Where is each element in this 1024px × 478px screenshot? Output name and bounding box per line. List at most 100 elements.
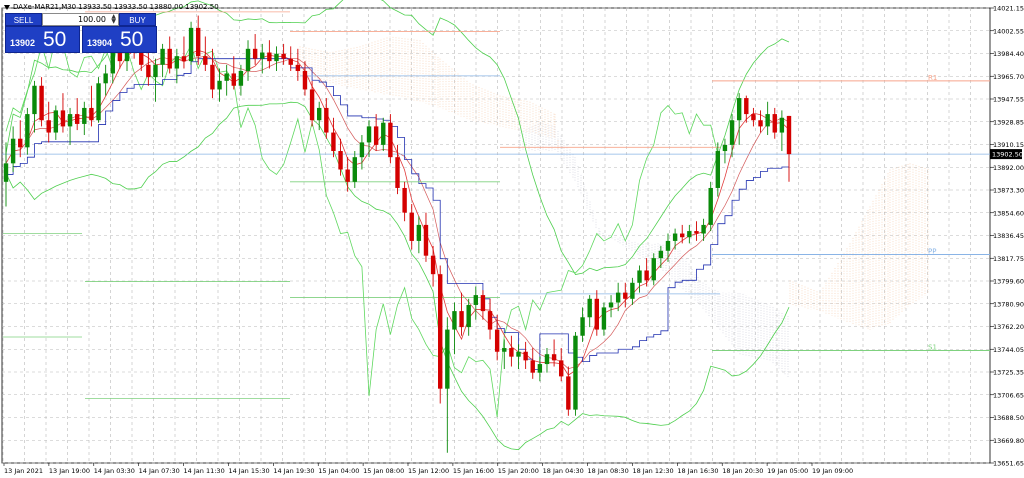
candle xyxy=(452,302,457,355)
y-tick-label: 13669.80 xyxy=(993,437,1024,445)
volume-stepper-icon[interactable]: ▲ ▼ xyxy=(111,13,116,25)
candle-body xyxy=(559,360,564,377)
candle xyxy=(551,339,557,367)
candle xyxy=(480,290,486,320)
candle-body xyxy=(658,250,664,259)
candle xyxy=(352,151,357,188)
candle-body xyxy=(644,270,649,281)
buy-button[interactable]: BUY xyxy=(119,13,156,26)
kijun-line xyxy=(6,58,789,370)
candle-body xyxy=(722,144,728,152)
candle-body xyxy=(786,115,792,155)
candle-body xyxy=(281,53,286,59)
y-tick-label: 13651.65 xyxy=(993,460,1024,468)
candle-body xyxy=(623,292,628,299)
candle-body xyxy=(39,85,44,121)
candle xyxy=(67,107,73,145)
candle xyxy=(786,115,792,182)
candle-body xyxy=(110,52,115,74)
candle-body xyxy=(224,73,229,81)
ask-price-button[interactable]: 13904 50 xyxy=(82,26,157,53)
candle-body xyxy=(466,304,471,328)
sell-button[interactable]: SELL xyxy=(5,13,42,26)
candle-body xyxy=(751,114,756,121)
candle xyxy=(736,93,742,145)
candle xyxy=(544,348,550,373)
candle-body xyxy=(438,274,443,389)
candle xyxy=(210,48,215,99)
candle xyxy=(153,58,158,102)
x-tick-label: 15 Jan 04:00 xyxy=(318,467,359,475)
volume-input[interactable]: 100.00 ▲ ▼ xyxy=(42,13,119,26)
candle xyxy=(217,68,222,102)
dropdown-arrow-icon[interactable] xyxy=(4,4,10,10)
y-tick-label: 13762.20 xyxy=(993,323,1024,331)
candle xyxy=(765,101,770,136)
y-tick-label: 14002.55 xyxy=(993,27,1024,35)
y-tick-label: 13706.65 xyxy=(993,391,1024,399)
candle-body xyxy=(117,52,123,62)
candle-body xyxy=(103,73,108,84)
candle-body xyxy=(744,98,749,115)
candle xyxy=(587,295,592,328)
candle xyxy=(751,107,756,127)
candle xyxy=(772,107,777,139)
candle xyxy=(523,341,528,369)
candle xyxy=(181,36,187,69)
current-price-tag xyxy=(990,149,1022,160)
candle xyxy=(530,348,535,379)
candle-body xyxy=(509,348,514,357)
candle-body xyxy=(452,311,457,330)
candle xyxy=(252,34,258,65)
candle xyxy=(373,114,379,152)
candle xyxy=(345,157,350,192)
candle-body xyxy=(416,224,422,241)
candle-body xyxy=(352,157,357,182)
y-tick-label: 13892.00 xyxy=(993,164,1024,172)
candle xyxy=(566,366,571,416)
candle-body xyxy=(345,169,350,182)
bid-price-button[interactable]: 13902 50 xyxy=(5,26,80,53)
candle-body xyxy=(195,27,201,57)
candle-body xyxy=(494,329,500,352)
candle xyxy=(651,253,656,286)
candle xyxy=(96,77,101,123)
x-tick-label: 13 Jan 2021 xyxy=(4,467,43,475)
candle-body xyxy=(373,126,379,145)
candle xyxy=(608,295,614,318)
candle xyxy=(395,144,400,195)
candle-body xyxy=(637,270,642,283)
candle xyxy=(744,95,749,123)
candle xyxy=(188,21,194,65)
x-tick-label: 18 Jan 04:30 xyxy=(543,467,584,475)
y-tick-label: 13873.30 xyxy=(993,187,1024,195)
y-tick-label: 13965.70 xyxy=(993,73,1024,81)
candle xyxy=(459,292,464,336)
candle xyxy=(231,56,236,90)
candle xyxy=(174,48,180,84)
candle-body xyxy=(566,376,571,410)
candle-body xyxy=(96,83,101,121)
candle-body xyxy=(729,120,735,145)
candle xyxy=(665,233,671,262)
candle-body xyxy=(53,110,59,133)
candle-body xyxy=(551,354,557,361)
candle-body xyxy=(210,64,215,90)
y-tick-label: 13688.50 xyxy=(993,414,1024,422)
candle xyxy=(274,46,279,71)
ask-price-big: 50 xyxy=(120,28,144,51)
x-tick-label: 15 Jan 20:00 xyxy=(498,467,539,475)
candle-body xyxy=(594,298,600,330)
candle xyxy=(388,114,393,164)
candle-body xyxy=(530,360,535,373)
candle-body xyxy=(580,317,585,336)
candle xyxy=(615,282,621,312)
candle xyxy=(694,221,699,241)
candle-body xyxy=(680,233,685,238)
current-price-label: 13902.50 xyxy=(992,151,1023,159)
candle-body xyxy=(181,56,187,62)
candle xyxy=(281,43,286,65)
candle xyxy=(39,77,44,127)
